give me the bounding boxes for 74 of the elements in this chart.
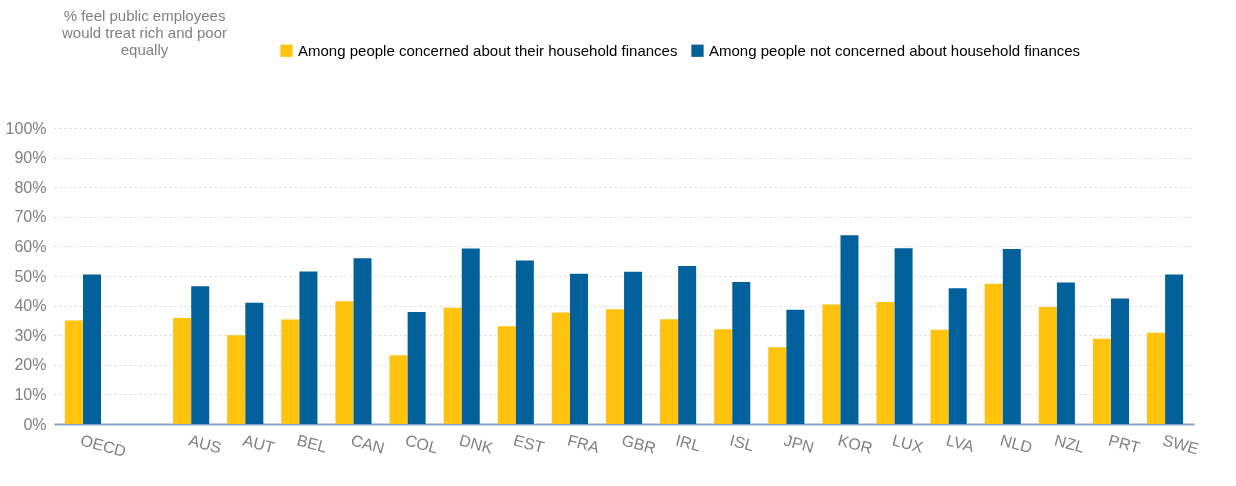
legend-label: Among people not concerned about household finances	[709, 41, 1081, 59]
bar	[569, 273, 588, 424]
bar	[786, 309, 805, 424]
bar	[1038, 307, 1057, 424]
bar	[1111, 298, 1130, 424]
x-tick-label: AUT	[241, 431, 277, 457]
x-tick-label: FRA	[565, 431, 602, 457]
x-tick-label: EST	[511, 431, 547, 457]
x-tick-label: ISL	[728, 431, 756, 455]
bar	[443, 307, 462, 424]
x-tick-label: JPN	[782, 431, 816, 456]
y-axis-title: % feel public employees would treat rich and poor equally	[60, 6, 228, 58]
x-tick-label: CAN	[349, 431, 387, 457]
y-tick-label: 30%	[14, 326, 47, 344]
bar	[551, 312, 570, 424]
bar	[353, 258, 372, 424]
x-tick-label: PRT	[1106, 431, 1143, 457]
bar	[678, 265, 697, 424]
bar	[64, 320, 83, 424]
x-tick-label: GBR	[619, 431, 658, 457]
bar	[191, 286, 210, 424]
bar	[1092, 338, 1111, 424]
bar	[1056, 282, 1075, 424]
bar	[461, 248, 480, 424]
bar	[732, 281, 751, 424]
bar	[876, 302, 895, 424]
y-tick-label: 100%	[5, 119, 47, 137]
bar	[894, 248, 913, 424]
y-tick-label: 50%	[14, 267, 47, 285]
y-tick-label: 20%	[14, 356, 47, 374]
y-tick-label: 70%	[14, 208, 47, 226]
bar	[1165, 274, 1184, 424]
x-tick-label: IRL	[673, 431, 703, 455]
x-tick-label: DNK	[457, 431, 495, 457]
y-tick-label: 90%	[14, 149, 47, 167]
y-tick-label: 0%	[23, 415, 47, 433]
x-tick-label: COL	[403, 431, 440, 457]
y-tick-label: 80%	[14, 178, 47, 196]
bar	[515, 260, 534, 424]
bar	[840, 235, 859, 424]
y-tick-label: 60%	[14, 237, 47, 255]
x-tick-label: SWE	[1160, 431, 1201, 458]
bar	[930, 329, 949, 424]
x-tick-label: KOR	[836, 431, 875, 457]
bar	[660, 319, 679, 424]
x-tick-label: LUX	[890, 431, 926, 457]
x-tick-label: NLD	[998, 431, 1034, 457]
bar	[714, 329, 733, 424]
bar	[822, 304, 841, 424]
bar	[407, 312, 426, 424]
bar	[984, 283, 1003, 424]
bar	[1146, 332, 1165, 424]
y-tick-label: 40%	[14, 297, 47, 315]
bar	[281, 319, 300, 424]
x-tick-label: BEL	[295, 431, 329, 456]
bar	[389, 355, 408, 424]
bar	[227, 335, 246, 424]
bar	[1002, 249, 1021, 424]
bar	[948, 288, 967, 424]
x-tick-label: LVA	[944, 431, 977, 456]
bar	[173, 318, 192, 424]
bar	[605, 309, 624, 424]
bar	[497, 326, 516, 424]
bar	[245, 302, 264, 424]
bar	[624, 271, 643, 424]
x-tick-label: AUS	[187, 431, 224, 457]
bar	[299, 271, 318, 424]
y-tick-label: 10%	[14, 385, 47, 403]
x-tick-label: NZL	[1052, 431, 1087, 456]
bar	[335, 301, 354, 424]
bar	[768, 347, 787, 424]
bar	[83, 274, 102, 424]
legend-label: Among people concerned about their household finances	[298, 41, 678, 59]
x-tick-label: OECD	[78, 431, 128, 460]
